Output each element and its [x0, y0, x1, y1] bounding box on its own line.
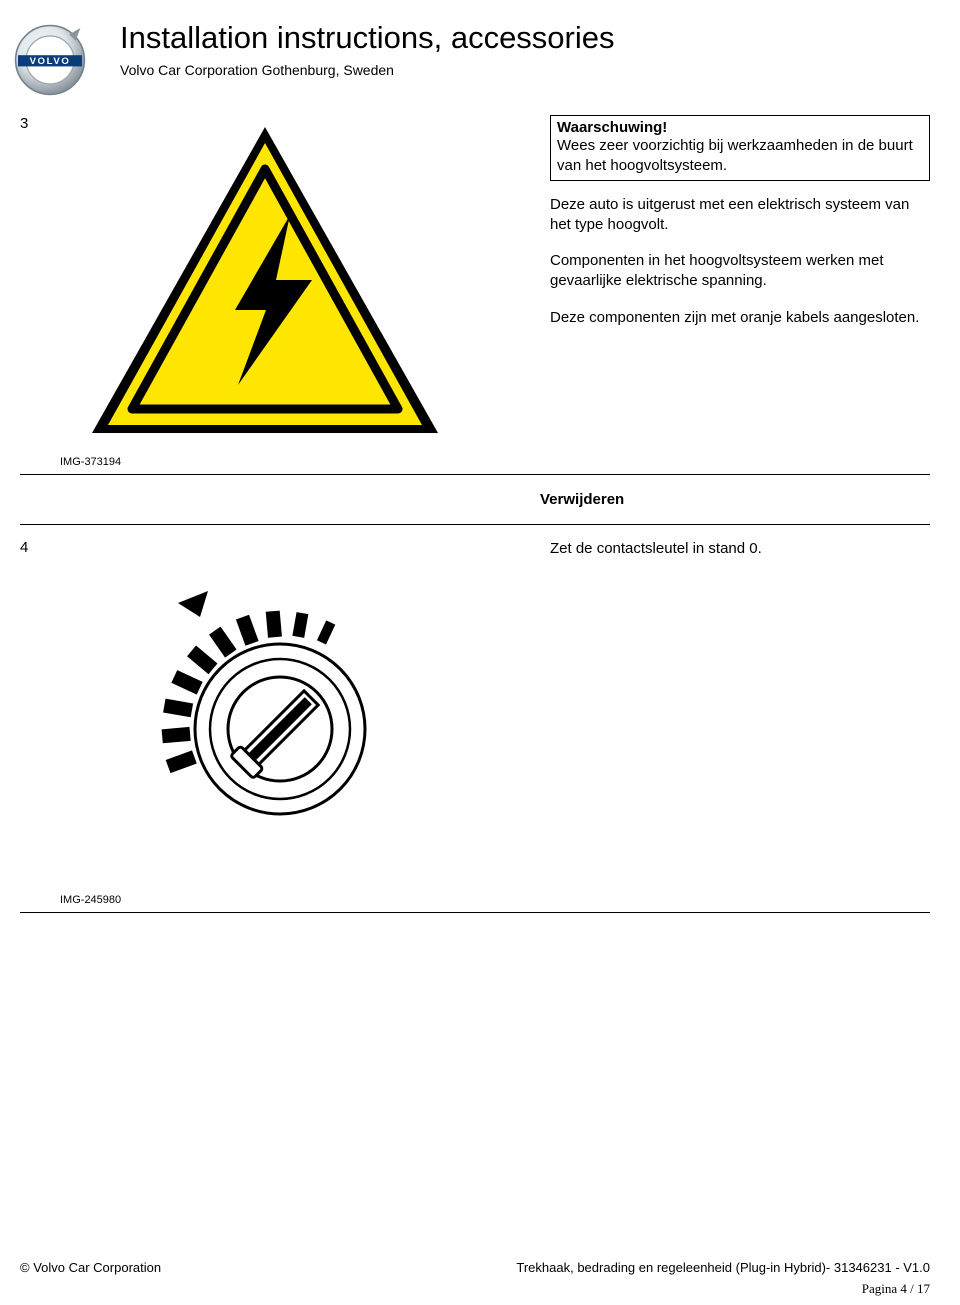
step3-img-ref: IMG-373194	[60, 456, 960, 468]
step4-text: Zet de contactsleutel in stand 0.	[550, 539, 930, 559]
logo-word: VOLVO	[30, 56, 71, 67]
brand-logo: VOLVO	[10, 20, 100, 105]
step3-para-3: Deze componenten zijn met oranje kabels …	[550, 308, 930, 328]
header: VOLVO Installation instructions, accesso…	[0, 0, 960, 105]
volvo-logo-icon: VOLVO	[10, 20, 90, 100]
step-3-row: 3 Waarschuwing! Wees zeer voorzichtig bi…	[0, 105, 960, 450]
footer-left: © Volvo Car Corporation	[20, 1260, 161, 1275]
divider	[20, 474, 930, 475]
page-number: Pagina 4 / 17	[862, 1281, 930, 1297]
warning-title: Waarschuwing!	[557, 119, 923, 136]
footer: © Volvo Car Corporation Trekhaak, bedrad…	[0, 1260, 960, 1275]
warning-text: Wees zeer voorzichtig bij werkzaamheden …	[557, 136, 923, 177]
high-voltage-warning-icon	[80, 115, 450, 445]
step3-para-1: Deze auto is uitgerust met een elektrisc…	[550, 195, 930, 236]
step-number: 3	[20, 115, 80, 450]
warning-box: Waarschuwing! Wees zeer voorzichtig bij …	[550, 115, 930, 181]
ignition-key-icon	[140, 569, 420, 829]
divider	[20, 912, 930, 913]
section-title: Verwijderen	[540, 491, 960, 508]
step3-para-2: Componenten in het hoogvoltsysteem werke…	[550, 251, 930, 292]
doc-subtitle: Volvo Car Corporation Gothenburg, Sweden	[120, 62, 930, 78]
doc-title: Installation instructions, accessories	[120, 20, 930, 56]
footer-right: Trekhaak, bedrading en regeleenheid (Plu…	[516, 1260, 930, 1275]
step-number: 4	[20, 539, 80, 834]
step4-img-ref: IMG-245980	[60, 894, 960, 906]
step-4-row: 4	[0, 525, 960, 834]
